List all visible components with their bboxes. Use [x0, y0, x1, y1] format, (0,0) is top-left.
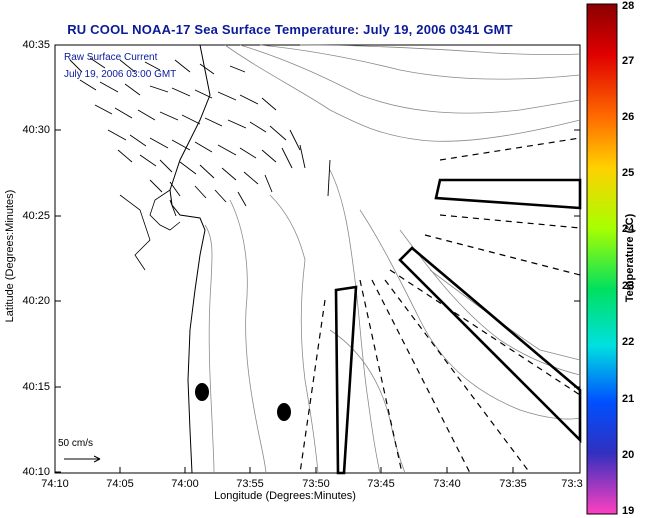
station-marker	[277, 403, 291, 421]
y-axis-label: Latitude (Degrees:Minutes)	[4, 189, 16, 323]
colorbar-tick: 28	[622, 0, 635, 12]
x-tick: 73:40	[433, 478, 461, 490]
y-tick: 40:10	[22, 466, 50, 478]
current-vectors	[69, 57, 331, 217]
colorbar-tick: 24	[622, 223, 635, 235]
colorbar-label-wrap: Temperature (°C)	[612, 180, 651, 340]
colorbar-tick: 19	[622, 505, 635, 517]
colorbar-label: Temperature (°C)	[624, 213, 636, 303]
x-axis-label: Longitude (Degrees:Minutes)	[214, 490, 356, 502]
station-marker	[195, 383, 209, 401]
raw-current-label: Raw Surface Current	[64, 52, 158, 63]
current-timestamp: July 19, 2006 03:00 GMT	[64, 69, 177, 80]
bathymetry-contours	[204, 44, 581, 474]
beam-outlines	[334, 178, 582, 475]
scale-label: 50 cm/s	[58, 438, 94, 449]
radar-beams	[299, 137, 581, 474]
colorbar-tick: 20	[622, 449, 635, 461]
colorbar	[586, 3, 618, 515]
colorbar-tick: 27	[622, 55, 635, 67]
y-tick: 40:15	[22, 381, 50, 393]
y-tick: 40:20	[22, 295, 50, 307]
y-tick: 40:30	[22, 124, 50, 136]
x-tick: 73:45	[367, 478, 395, 490]
y-tick: 40:35	[22, 39, 50, 51]
y-axis-label-wrap: Latitude (Degrees:Minutes)	[2, 180, 16, 340]
colorbar-tick: 21	[622, 393, 635, 405]
x-tick: 73:3	[561, 478, 583, 490]
colorbar-tick: 25	[622, 167, 635, 179]
scale-arrow	[64, 455, 101, 463]
colorbar-tick: 22	[622, 336, 635, 348]
colorbar-tick: 26	[622, 111, 635, 123]
y-tick: 40:25	[22, 210, 50, 222]
x-tick: 74:05	[106, 478, 134, 490]
x-tick: 73:55	[236, 478, 264, 490]
x-tick: 74:00	[171, 478, 199, 490]
x-tick: 73:35	[499, 478, 527, 490]
colorbar-tick: 23	[622, 280, 635, 292]
x-tick: 74:10	[41, 478, 69, 490]
map-title: RU COOL NOAA-17 Sea Surface Temperature:…	[67, 22, 513, 37]
plot-frame	[54, 44, 581, 474]
coastline	[169, 44, 211, 474]
x-tick: 73:50	[302, 478, 330, 490]
